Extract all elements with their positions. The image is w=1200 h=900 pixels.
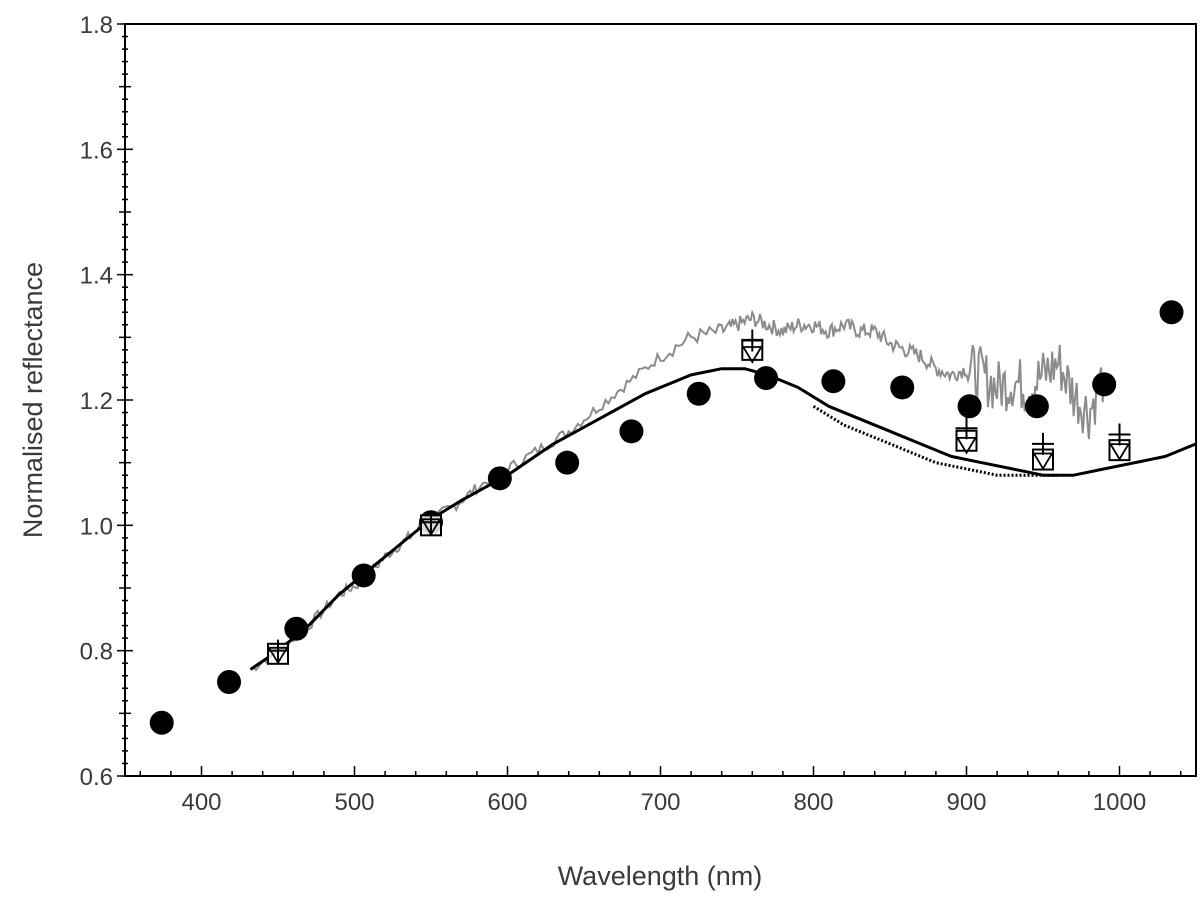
- model-dotted-line: [812, 405, 1059, 477]
- x-axis: 400 500 600 700 800 900 1000: [139, 766, 1182, 816]
- x-tick-label: 1000: [1093, 789, 1146, 816]
- y-tick-label: 1.4: [80, 263, 113, 290]
- x-tick-label: 900: [946, 789, 986, 816]
- data-point-circle: [821, 369, 846, 394]
- data-point-circle: [1024, 394, 1049, 419]
- y-axis-title: Normalised reflectance: [18, 262, 48, 538]
- y-tick-label: 0.8: [80, 639, 113, 666]
- data-point-circle: [686, 381, 711, 406]
- data-point-circle: [1159, 300, 1184, 325]
- data-point-triangle: [955, 436, 978, 455]
- x-axis-title: Wavelength (nm): [558, 861, 763, 891]
- x-tick-label: 700: [640, 789, 680, 816]
- model-black-line: [249, 367, 1197, 671]
- data-point-plus: [1108, 423, 1131, 446]
- data-point-circle: [619, 419, 644, 444]
- data-point-circle: [890, 375, 915, 400]
- data-point-circle: [351, 563, 376, 588]
- x-tick-label: 800: [793, 789, 833, 816]
- data-point-triangle: [741, 346, 763, 364]
- data-point-triangle: [420, 518, 442, 537]
- data-point-circle: [957, 394, 982, 419]
- data-point-circle: [754, 366, 779, 391]
- y-tick-label: 1.6: [80, 137, 113, 164]
- data-point-triangle: [1108, 443, 1131, 461]
- data-point-circle: [1092, 372, 1117, 397]
- data-point-triangle: [267, 646, 289, 665]
- data-point-circle: [149, 710, 174, 735]
- data-point-plus: [955, 417, 978, 440]
- data-point-circle: [284, 616, 309, 641]
- x-tick-label: 400: [181, 789, 221, 816]
- y-tick-label: 1.8: [80, 12, 113, 39]
- y-axis: 0.6 0.8 1.0 1.2 1.4 1.6 1.8: [80, 12, 133, 791]
- data-point-circle: [555, 450, 580, 475]
- spectrum-grey-line: [249, 309, 1106, 672]
- x-tick-label: 500: [334, 789, 374, 816]
- y-tick-label: 1.0: [80, 513, 113, 540]
- y-tick-label: 0.6: [80, 764, 113, 791]
- data-point-circle: [217, 670, 242, 694]
- data-point-circle: [487, 466, 512, 491]
- x-tick-label: 600: [487, 789, 527, 816]
- y-tick-label: 1.2: [80, 388, 113, 415]
- series-layer: [149, 300, 1197, 735]
- data-point-plus: [1032, 432, 1054, 455]
- data-point-triangle: [1032, 452, 1054, 471]
